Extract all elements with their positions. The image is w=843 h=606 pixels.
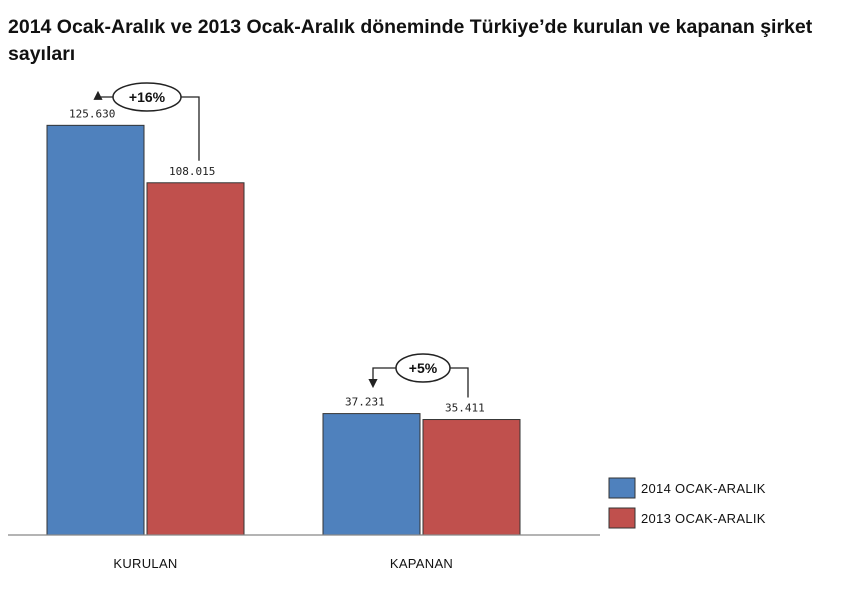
bar-2013-kapanan [422,419,521,536]
value-label: 37.231 [345,396,385,409]
legend-label-2013: 2013 OCAK-ARALIK [641,511,766,526]
change-percent-label: +16% [129,89,166,105]
bar-2014-kurulan [46,124,145,536]
category-label-kurulan: KURULAN [113,556,177,571]
change-bracket-line [450,367,469,398]
chart-title: 2014 Ocak-Aralık ve 2013 Ocak-Aralık dön… [8,16,813,65]
value-label: 125.630 [69,107,115,120]
value-label: 108.015 [169,165,215,178]
change-arrow [368,367,396,389]
change-percent-label: +5% [409,360,438,376]
change-badge [395,353,451,383]
value-label: 35.411 [445,402,485,415]
bar-2013-kurulan [146,182,245,536]
change-bracket-line [181,96,200,161]
legend-swatch-2014 [608,477,636,499]
legend-swatch-2013 [608,507,636,529]
change-badge [112,82,182,112]
legend-label-2014: 2014 OCAK-ARALIK [641,481,766,496]
category-label-kapanan: KAPANAN [390,556,453,571]
bar-2014-kapanan [322,413,421,536]
change-arrow [93,90,113,100]
